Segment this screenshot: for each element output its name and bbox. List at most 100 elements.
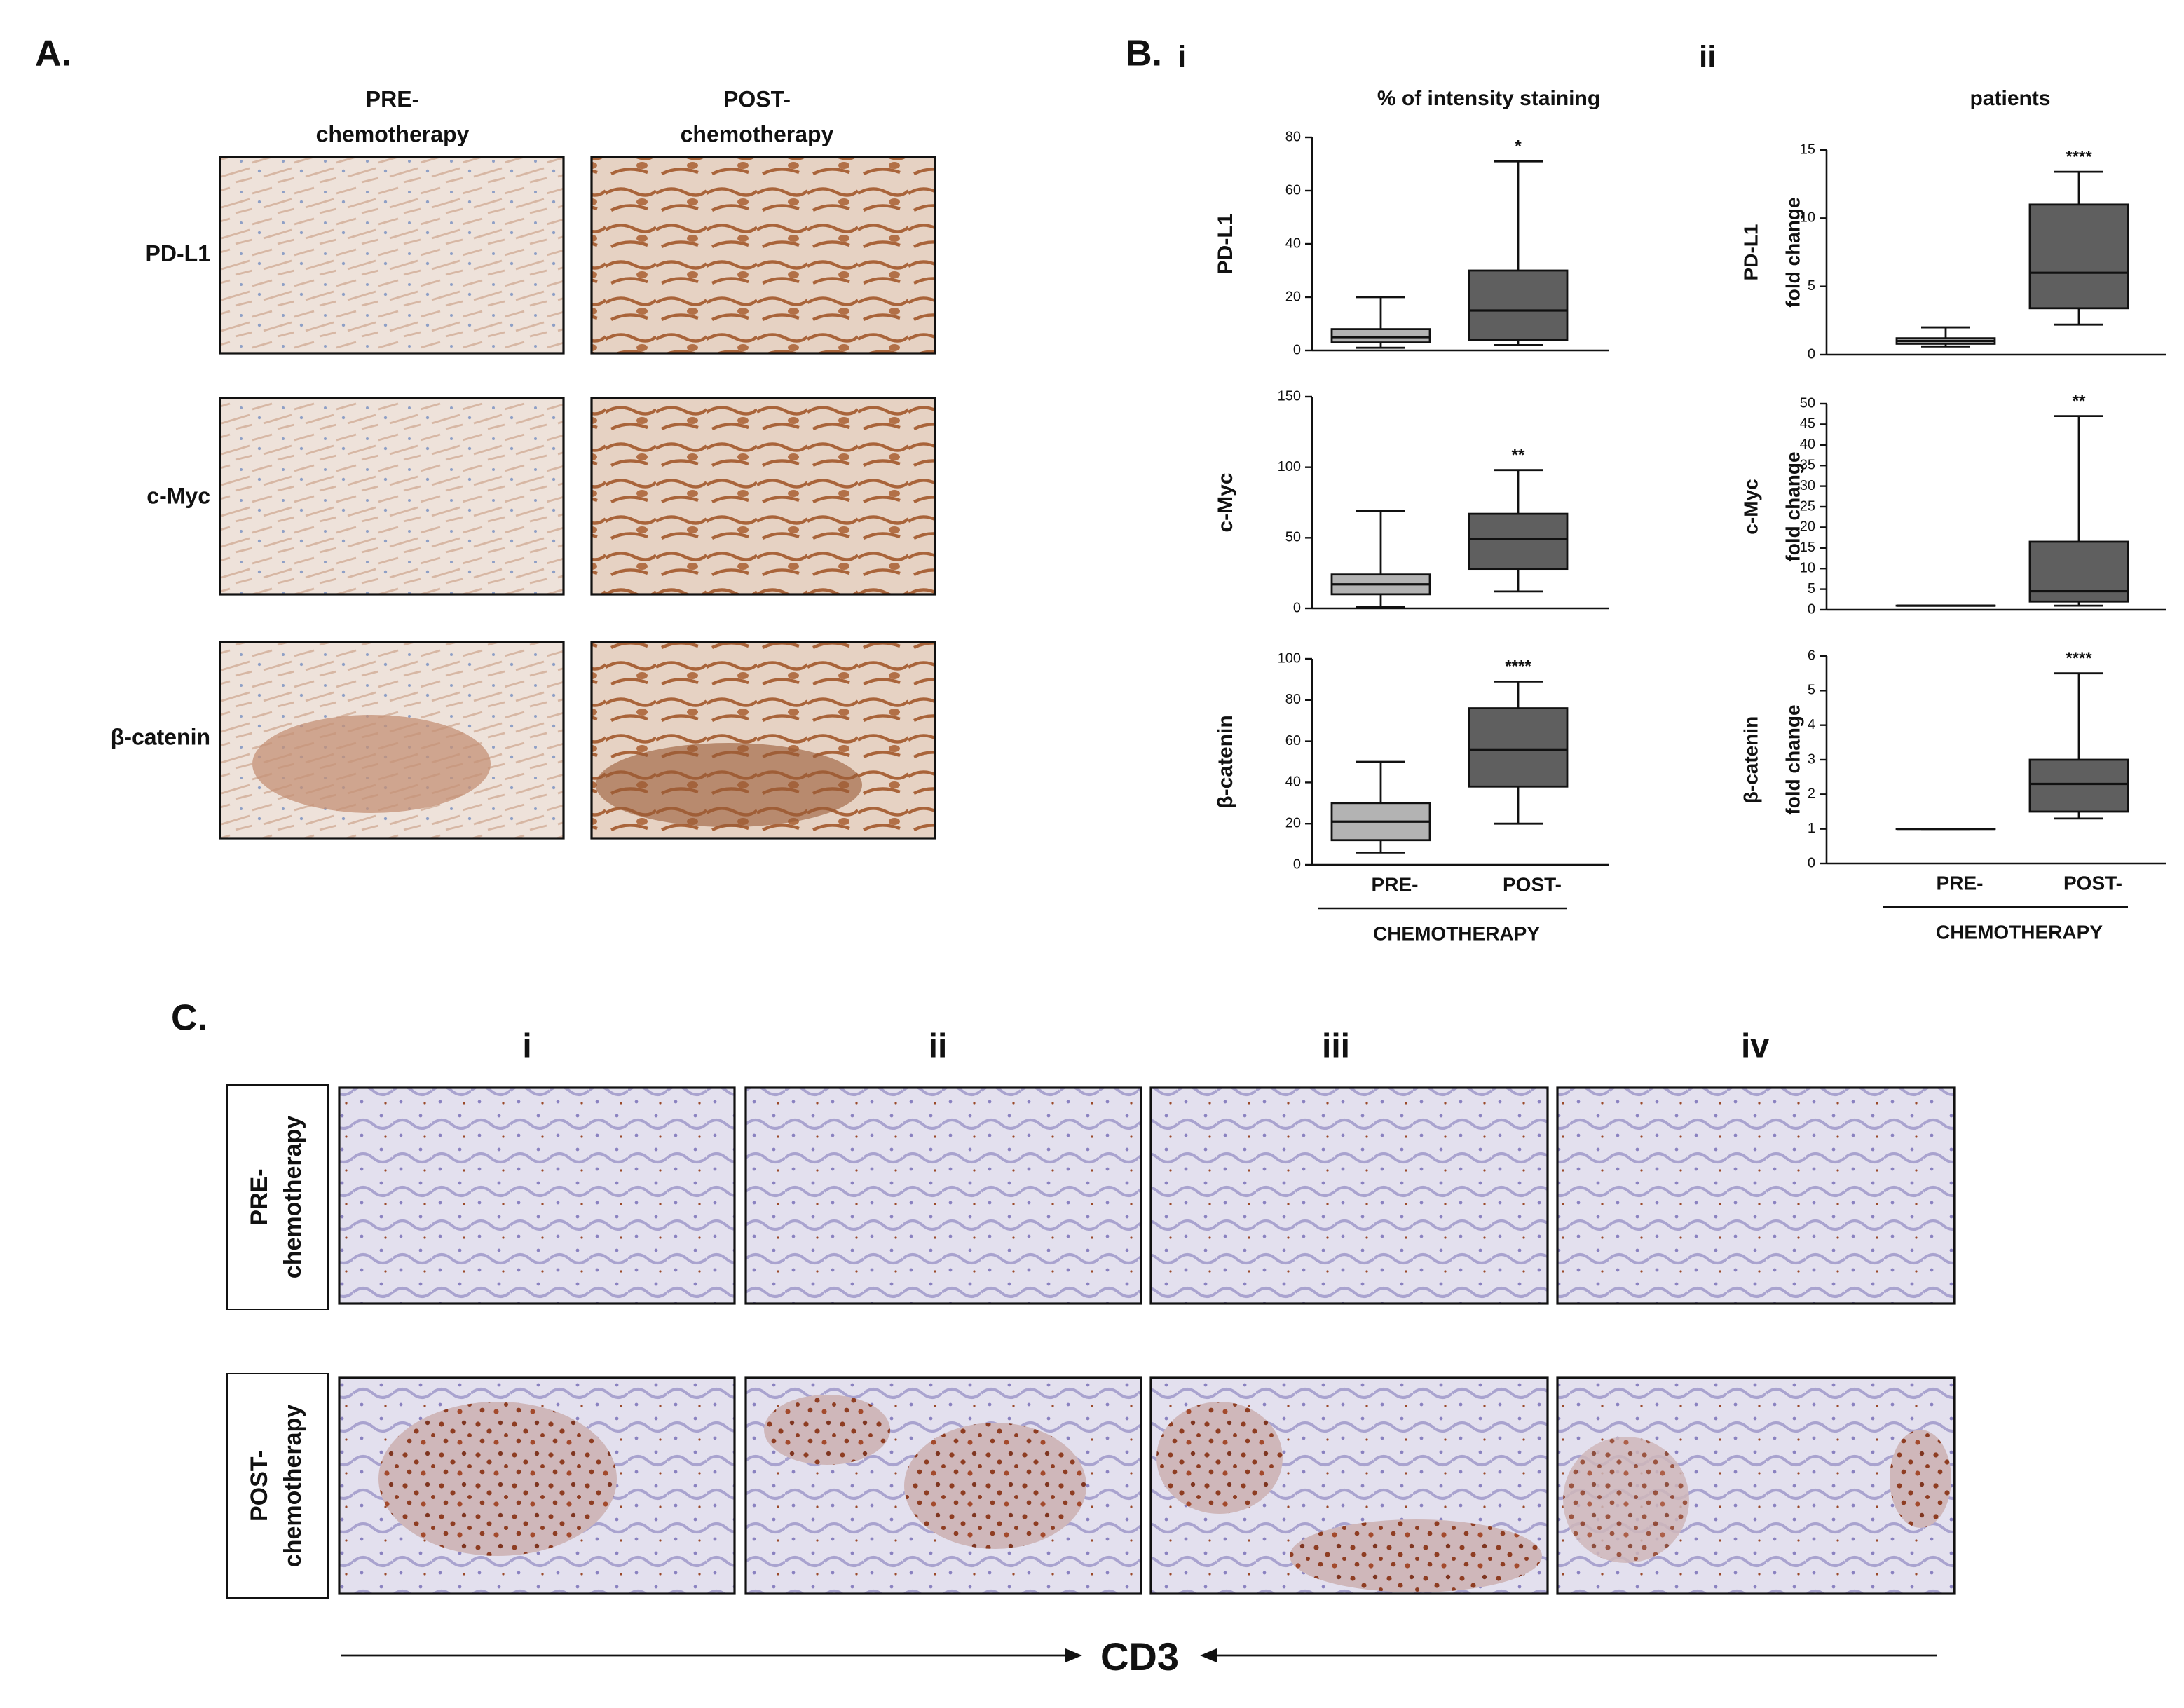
y-axis-label: c-Myc: [1214, 472, 1237, 532]
stain-region: [596, 743, 862, 827]
y-tick-label: 80: [1285, 129, 1301, 144]
y-axis-label: β-catenin: [1214, 715, 1237, 808]
box: [1468, 512, 1569, 571]
row-label-line: chemotherapy: [280, 1116, 306, 1278]
column-header: chemotherapy: [681, 121, 834, 146]
y-tick-label: 0: [1808, 346, 1815, 362]
marker-label: CD3: [1100, 1634, 1179, 1679]
y-tick-label: 25: [1800, 498, 1815, 514]
y-tick-label: 20: [1285, 815, 1301, 831]
stain-region: [1563, 1437, 1689, 1563]
histology-image: [1556, 1086, 1956, 1305]
stain-region: [252, 715, 491, 813]
y-axis-label-line: PD-L1: [1214, 214, 1237, 275]
arrow-head: [1065, 1648, 1082, 1662]
y-tick-label: 0: [1293, 600, 1301, 615]
x-tick-label: PRE-: [1372, 873, 1419, 895]
histology-image: [219, 156, 565, 355]
y-tick-label: 15: [1800, 540, 1815, 555]
chart-title: % of intensity staining: [1377, 87, 1600, 110]
row-label: POST- chemotherapy: [246, 1405, 306, 1567]
y-tick-label: 6: [1808, 648, 1815, 663]
stain-region: [1890, 1430, 1951, 1528]
significance-label: **: [2073, 392, 2086, 411]
y-axis-label-line: β-catenin: [1214, 715, 1237, 808]
cd3-images: [338, 1086, 1956, 1595]
row-label-box: [226, 1084, 329, 1310]
y-tick-label: 80: [1285, 692, 1301, 707]
row-label-line: POST-: [246, 1450, 273, 1522]
significance-label: **: [1512, 446, 1525, 465]
y-tick-label: 50: [1800, 395, 1815, 411]
y-axis-label: c-Myc: [1740, 479, 1761, 534]
y-tick-label: 0: [1293, 856, 1301, 872]
x-tick-label: POST-: [1503, 873, 1562, 895]
box: [1468, 269, 1569, 341]
y-tick-label: 15: [1800, 142, 1815, 157]
column-header: iii: [1322, 1028, 1350, 1065]
row-label-box: [226, 1373, 329, 1599]
x-tick-label: PRE-: [1937, 872, 1984, 894]
panel-label: A.: [35, 34, 71, 74]
significance-label: ****: [1505, 657, 1531, 676]
box: [1330, 328, 1431, 344]
box: [1468, 707, 1569, 788]
y-tick-label: 10: [1800, 210, 1815, 226]
y-axis-label-line: c-Myc: [1740, 479, 1761, 534]
y-axis-label: fold change: [1782, 451, 1803, 561]
box: [2028, 758, 2129, 813]
x-tick-label: POST-: [2063, 872, 2122, 894]
histology-images: [219, 156, 936, 840]
histology-image: [338, 1086, 736, 1305]
y-tick-label: 1: [1808, 821, 1815, 836]
y-axis-label: fold change: [1782, 704, 1803, 814]
stain-region: [904, 1423, 1086, 1549]
y-tick-label: 0: [1808, 601, 1815, 617]
y-tick-label: 2: [1808, 786, 1815, 802]
arrow-head: [1200, 1648, 1217, 1662]
y-axis-label-line: c-Myc: [1214, 472, 1237, 532]
column-header: iv: [1741, 1028, 1769, 1065]
y-axis-label-line: fold change: [1782, 704, 1803, 814]
y-tick-label: 3: [1808, 751, 1815, 767]
y-axis-label-line: β-catenin: [1740, 716, 1761, 803]
stain-region: [378, 1402, 617, 1556]
row-label: β-catenin: [111, 724, 210, 749]
y-tick-label: 0: [1808, 855, 1815, 870]
y-tick-label: 40: [1285, 774, 1301, 790]
panel-sublabel: ii: [1699, 40, 1716, 74]
y-tick-label: 100: [1278, 650, 1301, 666]
y-axis-label-line: fold change: [1782, 451, 1803, 561]
y-axis-label-line: fold change: [1782, 197, 1803, 307]
column-header: PRE-: [366, 86, 419, 111]
figure-content: A. PRE- chemotherapy POST- chemotherapy …: [35, 34, 2166, 1679]
y-axis-label: PD-L1: [1214, 214, 1237, 275]
y-tick-label: 20: [1800, 519, 1815, 535]
y-axis-label: fold change: [1782, 197, 1803, 307]
chart-title: patients: [1970, 87, 2050, 110]
histology-image: [744, 1086, 1142, 1305]
x-axis-label: CHEMOTHERAPY: [1936, 921, 2103, 943]
y-tick-label: 0: [1293, 342, 1301, 357]
y-tick-label: 35: [1800, 457, 1815, 472]
stain-region: [764, 1395, 890, 1465]
box: [2028, 540, 2129, 603]
panel-sublabel: i: [1178, 40, 1186, 74]
significance-label: ****: [2066, 649, 2092, 668]
y-tick-label: 5: [1808, 278, 1815, 294]
y-tick-label: 5: [1808, 683, 1815, 698]
y-tick-label: 4: [1808, 717, 1815, 732]
significance-label: *: [1515, 137, 1522, 156]
y-axis-label-line: PD-L1: [1740, 224, 1761, 281]
y-tick-label: 60: [1285, 733, 1301, 749]
y-tick-label: 50: [1285, 530, 1301, 545]
histology-image: [590, 156, 936, 355]
row-label: c-Myc: [146, 483, 210, 508]
y-tick-label: 150: [1278, 388, 1301, 404]
y-tick-label: 20: [1285, 289, 1301, 304]
column-header: ii: [929, 1028, 948, 1065]
row-label-line: PRE-: [246, 1168, 273, 1225]
